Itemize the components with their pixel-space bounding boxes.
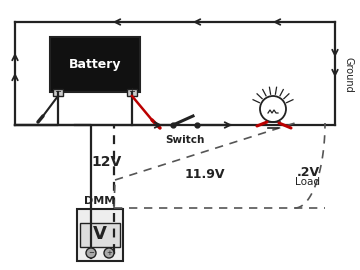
Text: +: +	[106, 250, 112, 256]
Text: Ground: Ground	[343, 57, 353, 93]
Text: .2V: .2V	[296, 166, 320, 178]
Circle shape	[86, 248, 96, 258]
Text: Battery: Battery	[69, 58, 121, 71]
FancyBboxPatch shape	[50, 37, 140, 92]
FancyBboxPatch shape	[80, 223, 120, 247]
Text: DMM: DMM	[84, 196, 116, 206]
FancyBboxPatch shape	[53, 89, 63, 96]
Text: −: −	[88, 250, 94, 256]
FancyBboxPatch shape	[127, 89, 137, 96]
Text: +: +	[129, 87, 135, 96]
Text: Switch: Switch	[165, 135, 205, 145]
Circle shape	[104, 248, 114, 258]
FancyBboxPatch shape	[77, 209, 123, 261]
Text: 12V: 12V	[92, 155, 122, 169]
Text: −: −	[54, 87, 62, 96]
Text: Load: Load	[296, 177, 320, 187]
Text: V: V	[93, 225, 107, 243]
Text: 11.9V: 11.9V	[185, 168, 225, 181]
